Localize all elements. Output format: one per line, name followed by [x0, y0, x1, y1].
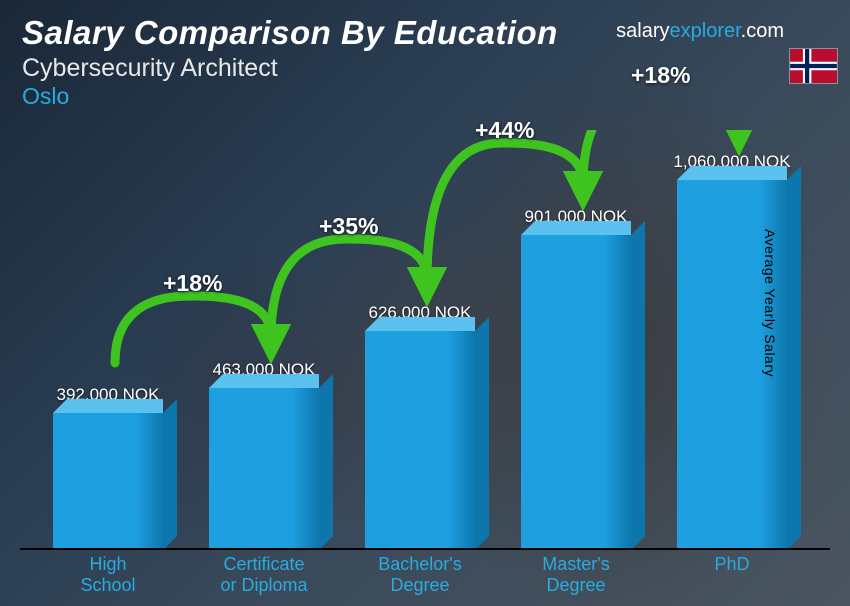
job-title: Cybersecurity Architect — [22, 54, 558, 83]
header: Salary Comparison By Education Cybersecu… — [22, 14, 558, 110]
x-axis-label: Bachelor'sDegree — [342, 554, 498, 598]
bar-top-face — [521, 221, 631, 235]
bar-side-face — [631, 221, 645, 550]
bar-top-face — [677, 166, 787, 180]
x-axis-labels: HighSchoolCertificateor DiplomaBachelor'… — [30, 554, 810, 598]
norway-flag-icon — [789, 48, 838, 84]
brand-part1: salary — [616, 20, 669, 42]
chart-baseline — [20, 548, 830, 550]
bars-container: 392,000 NOK463,000 NOK626,000 NOK901,000… — [30, 130, 810, 550]
bar-slot: 1,060,000 NOK — [654, 130, 810, 550]
brand-part2: explorer — [670, 20, 741, 42]
salary-bar-chart: 392,000 NOK463,000 NOK626,000 NOK901,000… — [30, 130, 810, 550]
x-axis-label: HighSchool — [30, 554, 186, 598]
city-name: Oslo — [22, 83, 558, 110]
bar-top-face — [53, 399, 163, 413]
bar-side-face — [319, 374, 333, 550]
bar — [521, 235, 631, 550]
bar — [53, 413, 163, 550]
bar-front-face — [53, 413, 163, 550]
brand-logo: salaryexplorer.com — [616, 20, 784, 43]
bar-slot: 901,000 NOK — [498, 130, 654, 550]
x-axis-label: PhD — [654, 554, 810, 598]
bar-slot: 463,000 NOK — [186, 130, 342, 550]
delta-percent-label: +44% — [475, 117, 534, 144]
bar-front-face — [365, 331, 475, 550]
bar-side-face — [787, 166, 801, 550]
bar-front-face — [209, 388, 319, 550]
x-axis-label: Certificateor Diploma — [186, 554, 342, 598]
delta-percent-label: +18% — [163, 270, 222, 297]
bar-top-face — [209, 374, 319, 388]
x-axis-label: Master'sDegree — [498, 554, 654, 598]
brand-part3: .com — [741, 20, 784, 42]
bar — [365, 331, 475, 550]
page-title: Salary Comparison By Education — [22, 14, 558, 52]
delta-percent-label: +18% — [631, 62, 690, 89]
bar-front-face — [521, 235, 631, 550]
bar-side-face — [163, 399, 177, 550]
bar — [209, 388, 319, 550]
bar-side-face — [475, 317, 489, 550]
delta-percent-label: +35% — [319, 213, 378, 240]
y-axis-label: Average Yearly Salary — [762, 229, 778, 377]
bar-top-face — [365, 317, 475, 331]
bar-slot: 626,000 NOK — [342, 130, 498, 550]
bar-slot: 392,000 NOK — [30, 130, 186, 550]
